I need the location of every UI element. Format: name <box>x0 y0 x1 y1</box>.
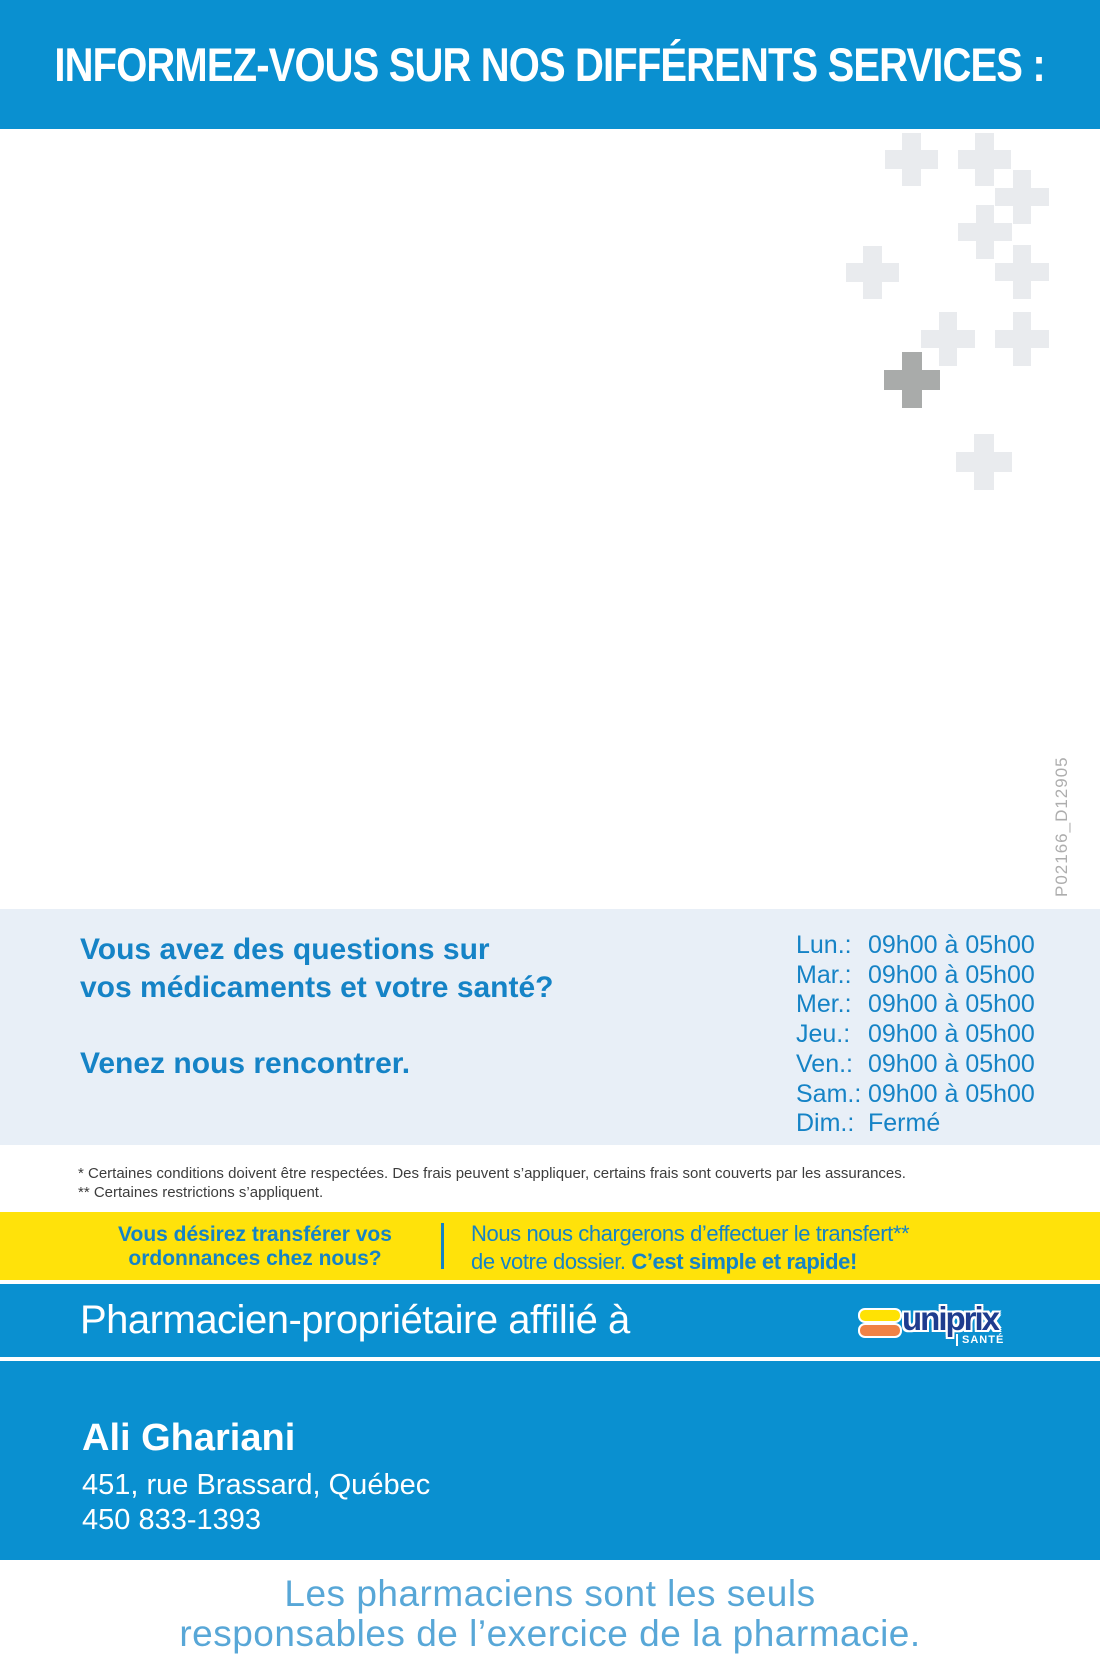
time-value: 09h00 à 05h00 <box>868 990 1035 1019</box>
time-value: 09h00 à 05h00 <box>868 1020 1035 1049</box>
footnote-line2: ** Certaines restrictions s’appliquent. <box>78 1183 324 1201</box>
logo-yellow-bar-icon <box>858 1308 902 1323</box>
plus-icon <box>995 312 1049 366</box>
footer-disclaimer: Les pharmaciens sont les seuls responsab… <box>0 1560 1100 1680</box>
transfer-answer: Nous nous chargerons d’effectuer le tran… <box>471 1220 971 1276</box>
hours-table: Lun.: 09h00 à 05h00 Mar.: 09h00 à 05h00 … <box>796 931 1035 1139</box>
question-heading: Vous avez des questions sur vos médicame… <box>80 931 554 1007</box>
transfer-banner: Vous désirez transférer vos ordonnances … <box>0 1212 1100 1280</box>
services-area: P02166_D12905 <box>0 129 1100 909</box>
production-code: P02166_D12905 <box>1052 756 1071 897</box>
transfer-question-line2: ordonnances chez nous? <box>128 1246 382 1270</box>
day-label: Sam.: <box>796 1079 862 1108</box>
page-title: INFORMEZ-VOUS SUR NOS DIFFÉRENTS SERVICE… <box>54 38 1046 91</box>
affiliation-band: Pharmacien-propriétaire affilié à unipri… <box>0 1284 1100 1357</box>
pharmacist-name: Ali Ghariani <box>82 1417 296 1459</box>
transfer-answer-line2-bold: C’est simple et rapide! <box>631 1249 857 1274</box>
footnote-line1: * Certaines conditions doivent être resp… <box>78 1165 906 1182</box>
plus-icon <box>956 434 1012 490</box>
transfer-answer-line2: de votre dossier. C’est simple et rapide… <box>471 1248 971 1276</box>
meet-invite: Venez nous rencontrer. <box>80 1047 411 1080</box>
day-label: Jeu.: <box>796 1020 851 1049</box>
separator-line <box>0 1357 1100 1361</box>
transfer-answer-line2-regular: de votre dossier. <box>471 1249 632 1274</box>
day-label: Dim.: <box>796 1109 855 1138</box>
day-label: Mer.: <box>796 990 852 1019</box>
transfer-question-line1: Vous désirez transférer vos <box>118 1223 392 1246</box>
time-value: 09h00 à 05h00 <box>868 960 1035 989</box>
plus-icon <box>885 133 938 186</box>
affiliation-label: Pharmacien-propriétaire affilié à <box>80 1298 630 1342</box>
day-label: Ven.: <box>796 1049 853 1078</box>
time-value: 09h00 à 05h00 <box>868 1049 1035 1078</box>
header-banner: INFORMEZ-VOUS SUR NOS DIFFÉRENTS SERVICE… <box>0 0 1100 129</box>
logo-wordmark: uniprix <box>902 1300 1000 1337</box>
uniprix-logo: uniprix SANTÉ <box>858 1300 1018 1346</box>
question-line1: Vous avez des questions sur <box>80 933 490 966</box>
plus-icon <box>958 205 1012 259</box>
time-value: 09h00 à 05h00 <box>868 1079 1035 1108</box>
hours-section: Vous avez des questions sur vos médicame… <box>0 909 1100 1145</box>
transfer-answer-line1: Nous nous chargerons d’effectuer le tran… <box>471 1221 910 1246</box>
footnotes: * Certaines conditions doivent être resp… <box>0 1145 1100 1212</box>
vertical-divider <box>441 1223 444 1269</box>
logo-subtext: SANTÉ <box>956 1334 1004 1346</box>
time-value: Fermé <box>868 1109 941 1138</box>
day-label: Lun.: <box>796 931 852 959</box>
transfer-question: Vous désirez transférer vos ordonnances … <box>90 1223 420 1270</box>
disclaimer-line2: responsables de l’exercice de la pharmac… <box>179 1613 921 1654</box>
logo-orange-bar-icon <box>858 1323 902 1338</box>
plus-icon-dark <box>884 352 940 408</box>
plus-icon <box>921 312 975 366</box>
plus-icon <box>846 246 899 299</box>
day-label: Mar.: <box>796 960 852 989</box>
plus-icon <box>995 245 1049 299</box>
disclaimer-line1: Les pharmaciens sont les seuls <box>284 1573 816 1614</box>
pharmacist-section: Ali Ghariani 451, rue Brassard, Québec 4… <box>0 1361 1100 1560</box>
question-line2: vos médicaments et votre santé? <box>80 971 554 1004</box>
plus-icon <box>995 170 1049 224</box>
pharmacist-phone: 450 833-1393 <box>82 1504 261 1536</box>
plus-icon <box>958 133 1011 186</box>
time-value: 09h00 à 05h00 <box>868 931 1035 959</box>
pharmacist-address: 451, rue Brassard, Québec <box>82 1469 431 1501</box>
